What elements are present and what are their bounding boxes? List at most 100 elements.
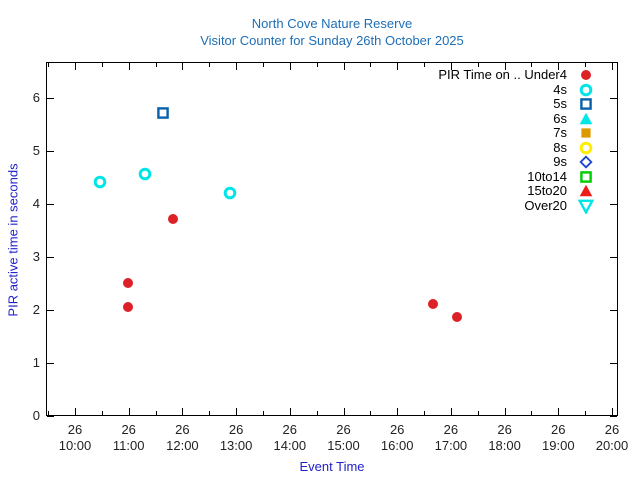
square-open-marker-icon (157, 107, 169, 120)
y-axis-label: PIR active time in seconds (5, 163, 21, 317)
x-tick-minor (316, 63, 318, 67)
legend-entry-label: 6s (553, 110, 567, 126)
x-tick-major (343, 408, 345, 415)
x-tick-minor (531, 411, 533, 415)
legend-entry-over20: Over20 (438, 197, 599, 214)
circle-open-marker-icon (223, 186, 237, 200)
legend-marker (573, 96, 599, 112)
square-open-marker-icon (580, 98, 592, 111)
x-tick-major (504, 63, 506, 70)
legend-marker (573, 67, 599, 83)
x-tick-minor (370, 411, 372, 415)
x-tick-major (612, 408, 613, 415)
x-tick-major (397, 63, 399, 70)
y-tick-major (610, 256, 617, 258)
x-tick-minor (477, 411, 479, 415)
legend-marker (573, 154, 599, 170)
legend-entry-15to20: 15to20 (438, 183, 599, 199)
y-tick-label: 4 (32, 195, 40, 211)
y-tick-major (47, 97, 54, 99)
x-tick-minor (262, 63, 264, 67)
circle-open-marker-icon (579, 141, 593, 155)
x-tick-minor (585, 63, 587, 67)
x-tick-minor (424, 63, 426, 67)
square-open-marker-icon (580, 170, 592, 183)
legend-entry-label: PIR Time on .. Under4 (438, 67, 567, 82)
x-tick-label: 26 18:00 (488, 422, 521, 453)
data-point-Under4 (120, 275, 136, 291)
circle-filled-marker-icon (168, 214, 179, 225)
legend-entry-label: Over20 (524, 197, 567, 213)
x-tick-label: 26 14:00 (273, 422, 307, 453)
y-tick-major (47, 415, 54, 417)
legend-entry-label: 10to14 (527, 168, 567, 184)
circle-filled-marker-icon (122, 301, 133, 312)
legend-entry-label: 9s (553, 154, 567, 169)
circle-filled-marker-icon (581, 70, 591, 81)
triangle-up-filled-marker-icon (579, 184, 593, 197)
x-tick-major (128, 63, 130, 70)
x-tick-major (182, 63, 184, 70)
y-tick-major (47, 309, 54, 311)
y-tick-major (610, 150, 617, 152)
x-tick-major (289, 408, 291, 415)
x-tick-minor (477, 63, 479, 67)
x-tick-major (612, 63, 613, 70)
circle-filled-marker-icon (122, 278, 133, 288)
data-point-4s (137, 166, 153, 182)
y-tick-major (47, 150, 54, 152)
legend-entry-6s: 6s (438, 110, 599, 127)
x-tick-major (289, 63, 291, 70)
data-point-Under4 (165, 211, 181, 227)
x-tick-label: 26 13:00 (219, 422, 253, 453)
data-point-4s (92, 174, 108, 190)
data-point-4s (222, 185, 238, 201)
x-tick-label: 26 16:00 (380, 422, 414, 453)
x-tick-major (343, 63, 345, 70)
x-tick-label: 26 17:00 (434, 422, 468, 453)
x-tick-minor (424, 411, 426, 415)
x-tick-minor (209, 63, 211, 67)
circle-filled-marker-icon (428, 299, 439, 310)
x-tick-major (450, 63, 452, 70)
x-tick-minor (48, 63, 50, 67)
y-tick-label: 5 (32, 142, 40, 158)
legend-entry-pir-time-on-under4: PIR Time on .. Under4 (438, 67, 599, 83)
legend-entry-label: 15to20 (527, 183, 567, 198)
y-tick-label: 6 (32, 89, 40, 105)
legend-marker (573, 183, 599, 199)
x-tick-minor (531, 63, 533, 67)
x-tick-major (236, 63, 238, 70)
legend-entry-10to14: 10to14 (438, 168, 599, 185)
x-tick-major (75, 63, 76, 70)
x-tick-major (558, 408, 560, 415)
legend-entry-4s: 4s (438, 81, 599, 98)
square-filled-marker-icon (581, 128, 591, 138)
legend-marker (573, 82, 599, 98)
x-tick-minor (155, 411, 157, 415)
x-tick-label: 26 20:00 (595, 422, 629, 453)
circle-open-marker-icon (138, 168, 152, 181)
legend-marker (573, 111, 599, 127)
y-tick-major (47, 256, 54, 258)
data-point-Under4 (449, 309, 465, 325)
y-tick-major (47, 362, 54, 364)
x-tick-major (128, 408, 130, 415)
y-tick-label: 1 (32, 354, 40, 370)
plot-area (46, 62, 618, 417)
y-tick-label: 0 (32, 407, 40, 423)
legend-marker (573, 140, 599, 156)
x-tick-major (236, 408, 238, 415)
y-tick-major (610, 203, 617, 205)
x-tick-minor (48, 411, 50, 415)
legend-marker (573, 198, 599, 214)
x-tick-minor (101, 63, 103, 67)
data-point-5s (155, 105, 171, 121)
legend-entry-5s: 5s (438, 96, 599, 112)
x-tick-major (450, 408, 452, 415)
legend-entry-label: 4s (553, 81, 567, 97)
y-tick-label: 2 (32, 301, 40, 317)
y-tick-major (610, 309, 617, 311)
y-tick-major (610, 97, 617, 99)
